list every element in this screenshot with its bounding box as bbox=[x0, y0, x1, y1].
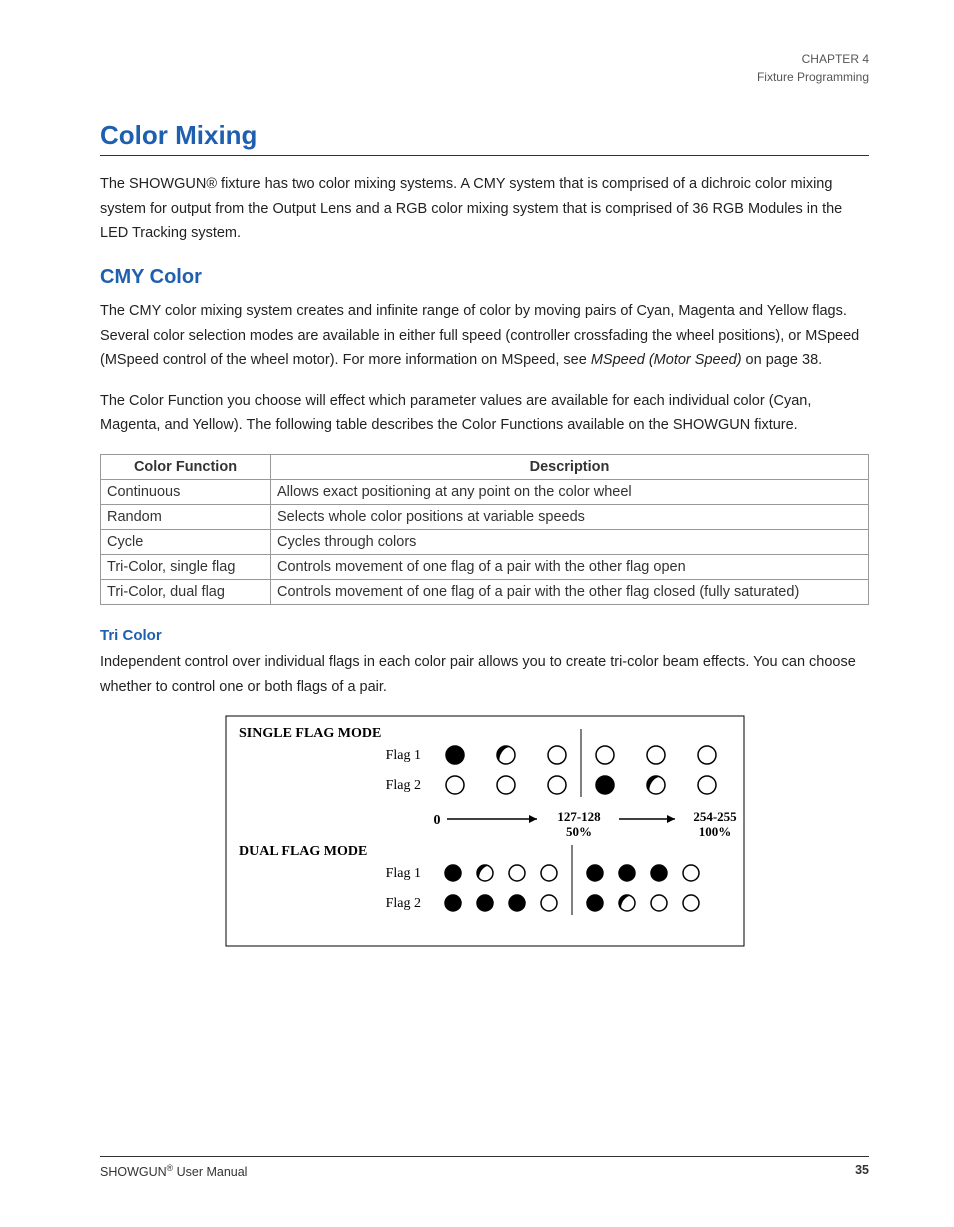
flag-mode-diagram: SINGLE FLAG MODE Flag 1 Flag 2 0 127-12850% 2… bbox=[100, 715, 869, 952]
footer-manual: User Manual bbox=[173, 1165, 247, 1179]
table-row: CycleCycles through colors bbox=[101, 530, 869, 555]
color-function-table: Color Function Description ContinuousAll… bbox=[100, 454, 869, 605]
page-title: Color Mixing bbox=[100, 120, 869, 156]
cell-function: Tri-Color, dual flag bbox=[101, 580, 271, 605]
tricolor-paragraph: Independent control over individual flag… bbox=[100, 650, 869, 699]
th-description: Description bbox=[271, 455, 869, 480]
svg-text:0: 0 bbox=[433, 813, 440, 828]
page-number: 35 bbox=[855, 1163, 869, 1177]
svg-text:254-255: 254-255 bbox=[693, 809, 737, 824]
svg-text:Flag 2: Flag 2 bbox=[385, 896, 420, 911]
section-label: Fixture Programming bbox=[100, 68, 869, 86]
cell-description: Cycles through colors bbox=[271, 530, 869, 555]
cell-description: Controls movement of one flag of a pair … bbox=[271, 555, 869, 580]
svg-text:Flag 2: Flag 2 bbox=[385, 778, 420, 793]
svg-text:DUAL FLAG MODE: DUAL FLAG MODE bbox=[239, 844, 367, 859]
footer-product: SHOWGUN bbox=[100, 1165, 167, 1179]
cell-function: Random bbox=[101, 505, 271, 530]
cmy-paragraph-2: The Color Function you choose will effec… bbox=[100, 389, 869, 438]
page-header: CHAPTER 4 Fixture Programming bbox=[100, 50, 869, 86]
svg-text:127-128: 127-128 bbox=[557, 809, 601, 824]
cmy-p1-text-b: on page 38. bbox=[742, 352, 823, 368]
svg-text:Flag 1: Flag 1 bbox=[385, 866, 420, 881]
table-header-row: Color Function Description bbox=[101, 455, 869, 480]
cell-function: Continuous bbox=[101, 480, 271, 505]
cell-description: Selects whole color positions at variabl… bbox=[271, 505, 869, 530]
svg-text:50%: 50% bbox=[566, 824, 592, 839]
page-footer: SHOWGUN® User Manual 35 bbox=[100, 1156, 869, 1179]
intro-paragraph: The SHOWGUN® fixture has two color mixin… bbox=[100, 172, 869, 246]
svg-text:100%: 100% bbox=[698, 824, 731, 839]
cell-description: Allows exact positioning at any point on… bbox=[271, 480, 869, 505]
mspeed-link[interactable]: MSpeed (Motor Speed) bbox=[591, 352, 742, 368]
table-row: Tri-Color, dual flagControls movement of… bbox=[101, 580, 869, 605]
table-row: RandomSelects whole color positions at v… bbox=[101, 505, 869, 530]
th-color-function: Color Function bbox=[101, 455, 271, 480]
cmy-paragraph-1: The CMY color mixing system creates and … bbox=[100, 299, 869, 373]
flag-mode-svg: SINGLE FLAG MODE Flag 1 Flag 2 0 127-12850% 2… bbox=[225, 715, 745, 947]
svg-text:Flag 1: Flag 1 bbox=[385, 748, 420, 763]
cell-function: Cycle bbox=[101, 530, 271, 555]
table-row: ContinuousAllows exact positioning at an… bbox=[101, 480, 869, 505]
table-row: Tri-Color, single flagControls movement … bbox=[101, 555, 869, 580]
tricolor-heading: Tri Color bbox=[100, 627, 869, 644]
svg-text:SINGLE FLAG MODE: SINGLE FLAG MODE bbox=[239, 726, 381, 741]
chapter-label: CHAPTER 4 bbox=[100, 50, 869, 68]
cmy-heading: CMY Color bbox=[100, 266, 869, 289]
cell-function: Tri-Color, single flag bbox=[101, 555, 271, 580]
cell-description: Controls movement of one flag of a pair … bbox=[271, 580, 869, 605]
